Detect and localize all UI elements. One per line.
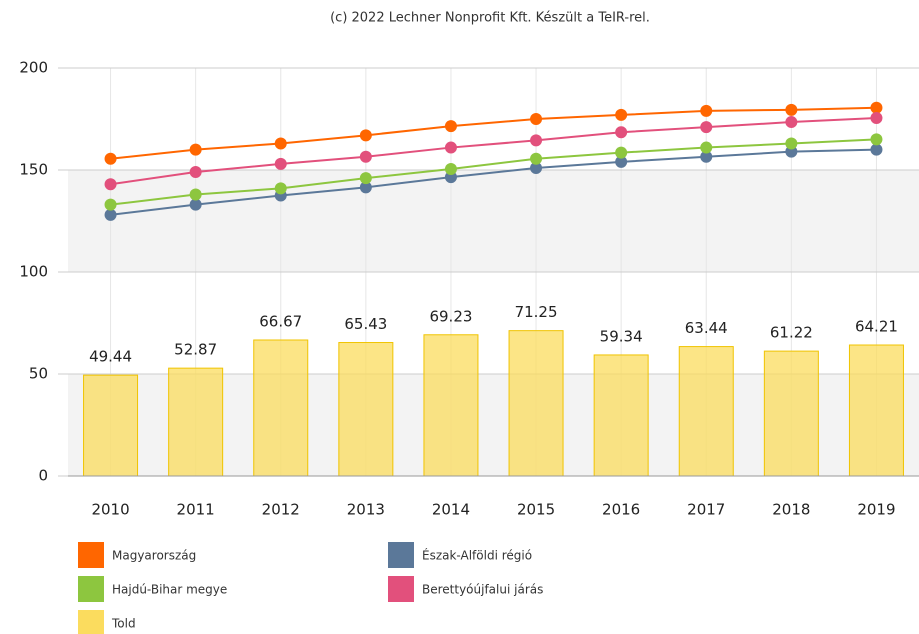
x-tick-label: 2017 — [687, 501, 725, 519]
point — [870, 111, 883, 124]
legend-label: Észak-Alföldi régió — [422, 548, 532, 563]
x-tick-label: 2018 — [772, 501, 810, 519]
y-tick-label: 200 — [19, 59, 48, 77]
point — [785, 116, 798, 129]
point — [870, 133, 883, 146]
legend-swatch — [78, 576, 104, 602]
point — [104, 208, 117, 221]
legend-swatch — [388, 576, 414, 602]
point — [615, 155, 628, 168]
x-tick-label: 2010 — [91, 501, 129, 519]
legend-swatch — [78, 610, 104, 634]
point — [530, 113, 543, 125]
point — [189, 143, 202, 156]
point — [274, 157, 287, 170]
plot-band — [68, 170, 919, 272]
point — [444, 141, 457, 154]
point — [359, 181, 372, 194]
point — [274, 137, 287, 150]
point — [530, 161, 543, 174]
bar — [593, 354, 649, 477]
bar — [168, 367, 224, 477]
point — [189, 188, 202, 201]
point — [274, 182, 287, 195]
credits: (c) 2022 Lechner Nonprofit Kft. Készült … — [330, 11, 650, 26]
data-label: 49.44 — [89, 348, 132, 366]
point — [444, 162, 457, 175]
point — [700, 141, 713, 154]
y-tick-label: 150 — [19, 161, 48, 179]
x-tick-label: 2013 — [347, 501, 385, 519]
point — [359, 150, 372, 163]
legend-label: Berettyóújfalui járás — [422, 583, 543, 597]
data-label: 69.23 — [429, 307, 472, 325]
line — [110, 106, 877, 160]
point — [700, 121, 713, 134]
bar — [338, 342, 394, 477]
point — [785, 103, 798, 116]
bar — [763, 350, 819, 477]
point — [359, 172, 372, 185]
data-label: 65.43 — [344, 315, 387, 333]
line — [110, 148, 877, 216]
point — [530, 152, 543, 165]
point — [530, 134, 543, 147]
y-tick-label: 100 — [19, 263, 48, 281]
point — [870, 101, 883, 114]
point — [104, 178, 117, 191]
data-label: 71.25 — [515, 303, 558, 321]
x-tick-label: 2019 — [857, 501, 895, 519]
x-tick-label: 2011 — [177, 501, 215, 519]
legend-swatch — [78, 542, 104, 568]
data-label: 64.21 — [855, 318, 898, 336]
line — [110, 116, 877, 186]
bar — [423, 334, 479, 477]
legend-label: Hajdú-Bihar megye — [112, 583, 227, 597]
x-tick-label: 2015 — [517, 501, 555, 519]
point — [700, 104, 713, 117]
data-label: 59.34 — [600, 327, 643, 345]
legend-swatch — [388, 542, 414, 568]
point — [615, 126, 628, 139]
data-label: 66.67 — [259, 312, 302, 330]
point — [189, 166, 202, 179]
point — [104, 198, 117, 211]
bar — [848, 344, 904, 477]
bar — [83, 374, 139, 477]
data-label: 52.87 — [174, 341, 217, 359]
line — [110, 138, 877, 206]
bar — [508, 330, 564, 477]
bar — [253, 339, 309, 477]
legend-label: Told — [111, 617, 136, 631]
legend-label: Magyarország — [112, 549, 196, 563]
x-tick-label: 2012 — [262, 501, 300, 519]
y-tick-label: 0 — [38, 467, 48, 485]
point — [615, 108, 628, 121]
point — [104, 152, 117, 165]
data-label: 63.44 — [685, 319, 728, 337]
point — [700, 150, 713, 163]
point — [359, 129, 372, 142]
x-tick-label: 2014 — [432, 501, 470, 519]
point — [870, 143, 883, 156]
x-tick-label: 2016 — [602, 501, 640, 519]
y-tick-label: 50 — [29, 365, 48, 383]
data-label: 61.22 — [770, 324, 813, 342]
point — [615, 146, 628, 159]
bar — [678, 346, 734, 477]
point — [785, 137, 798, 150]
point — [444, 120, 457, 133]
point — [189, 198, 202, 211]
